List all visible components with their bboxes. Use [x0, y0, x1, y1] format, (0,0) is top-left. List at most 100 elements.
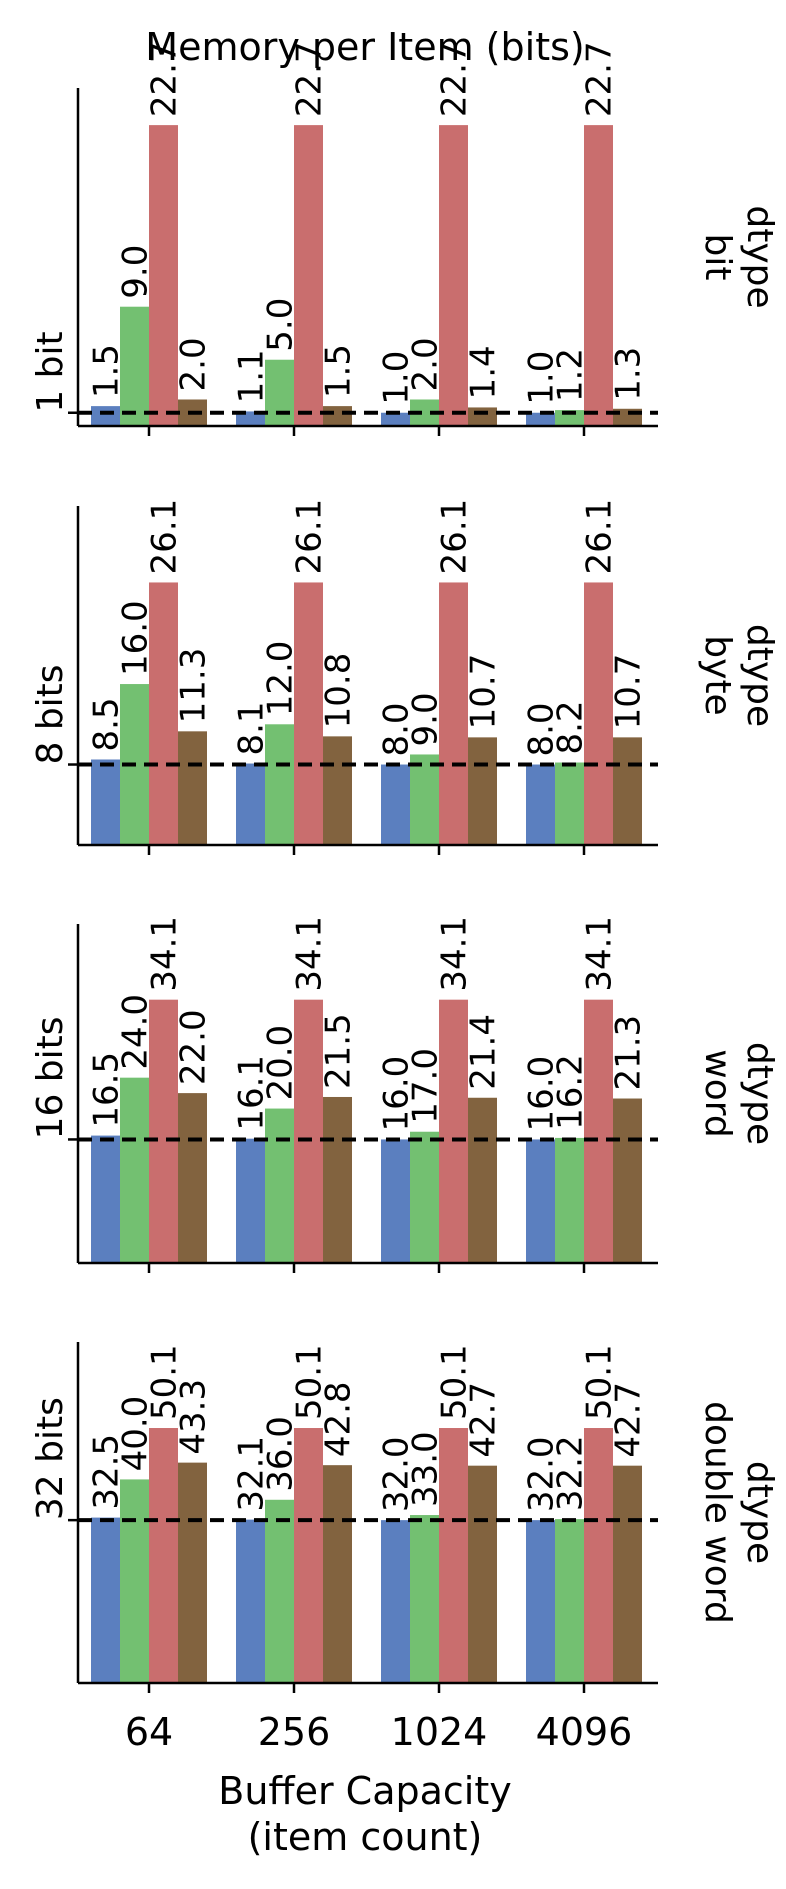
- bar-panel1-series3-1024: [439, 125, 468, 427]
- data-label-panel2-series4-64: 11.3: [174, 648, 214, 724]
- data-label-panel2-series4-4096: 10.7: [609, 654, 649, 730]
- bar-panel3-series2-4096: [555, 1137, 584, 1263]
- bar-panel3-series3-4096: [584, 999, 613, 1263]
- data-label-panel3-series2-256: 20.0: [261, 1025, 301, 1101]
- data-label-panel3-series1-4096: 16.0: [522, 1056, 562, 1132]
- bar-panel3-series2-1024: [410, 1131, 439, 1263]
- data-label-panel2-series2-256: 12.0: [261, 641, 301, 717]
- data-label-panel2-series3-4096: 26.1: [580, 499, 620, 575]
- bar-panel4-series1-4096: [526, 1520, 555, 1683]
- data-label-panel3-series3-256: 34.1: [290, 916, 330, 992]
- data-label-panel1-series1-256: 1.1: [232, 349, 272, 403]
- y-axis-label-panel-4: 32 bits: [30, 1397, 71, 1520]
- data-label-panel3-series4-256: 21.5: [319, 1013, 359, 1089]
- bar-panel4-series2-256: [265, 1499, 294, 1683]
- facet-label-panel1-line1: dtype: [739, 205, 780, 308]
- data-label-panel1-series4-4096: 1.3: [609, 347, 649, 401]
- panel-4: 32.5 32.1 32.0 32.0 40.0 36.0 33.0 32.2 50.1 50.1…: [30, 1342, 780, 1693]
- data-label-panel4-series2-1024: 33.0: [406, 1431, 446, 1507]
- bar-panel2-series4-256: [323, 736, 352, 845]
- bar-panel3-series1-1024: [381, 1139, 410, 1263]
- bar-panel2-series4-64: [178, 731, 207, 845]
- bar-panel4-series3-1024: [439, 1428, 468, 1683]
- chart-title: Memory per Item (bits): [145, 25, 584, 69]
- data-label-panel2-series2-4096: 8.2: [551, 700, 591, 754]
- data-label-panel4-series3-256: 50.1: [290, 1344, 330, 1420]
- bar-panel4-series4-4096: [613, 1465, 642, 1683]
- facet-label-panel2-line1: dtype: [739, 624, 780, 727]
- bar-panel1-series1-1024: [381, 412, 410, 426]
- data-label-panel1-series2-1024: 2.0: [406, 337, 446, 391]
- bar-panel2-series4-4096: [613, 737, 642, 845]
- bar-panel2-series3-1024: [439, 582, 468, 845]
- x-tick-label-1024: 1024: [391, 1710, 488, 1754]
- bar-panel1-series2-64: [120, 306, 149, 426]
- data-label-panel4-series4-1024: 42.7: [464, 1382, 504, 1458]
- data-label-panel4-series2-64: 40.0: [116, 1396, 156, 1472]
- bar-panel3-series4-64: [178, 1093, 207, 1263]
- bar-panel2-series2-256: [265, 724, 294, 845]
- data-label-panel3-series4-1024: 21.4: [464, 1014, 504, 1090]
- data-label-panel3-series3-1024: 34.1: [435, 916, 475, 992]
- data-label-panel2-series2-1024: 9.0: [406, 692, 446, 746]
- bar-panel2-series1-64: [91, 759, 120, 845]
- data-label-panel1-series1-1024: 1.0: [377, 351, 417, 405]
- bar-panel4-series4-256: [323, 1465, 352, 1683]
- facet-label-panel2-line2: byte: [697, 635, 738, 715]
- data-label-panel4-series3-1024: 50.1: [435, 1344, 475, 1420]
- data-label-panel4-series1-4096: 32.0: [522, 1436, 562, 1512]
- x-tick-label-256: 256: [258, 1710, 331, 1754]
- data-label-panel3-series2-1024: 17.0: [406, 1048, 446, 1124]
- bar-panel2-series3-256: [294, 582, 323, 845]
- bar-panel4-series2-4096: [555, 1519, 584, 1683]
- bar-panel4-series1-1024: [381, 1520, 410, 1683]
- bar-panel2-series3-64: [149, 582, 178, 845]
- bar-panel4-series1-64: [91, 1517, 120, 1683]
- bar-panel2-series1-4096: [526, 764, 555, 845]
- data-label-panel2-series1-64: 8.5: [87, 697, 127, 751]
- bar-panel4-series4-1024: [468, 1465, 497, 1683]
- bar-panel4-series4-64: [178, 1462, 207, 1683]
- bar-panel3-series3-64: [149, 999, 178, 1263]
- data-label-panel2-series1-1024: 8.0: [377, 702, 417, 756]
- data-label-panel2-series1-256: 8.1: [232, 701, 272, 755]
- y-axis-label-panel-3: 16 bits: [30, 1016, 71, 1139]
- data-label-panel4-series2-4096: 32.2: [551, 1435, 591, 1511]
- data-label-panel2-series4-1024: 10.7: [464, 654, 504, 730]
- data-label-panel1-series3-4096: 22.7: [580, 41, 620, 117]
- data-label-panel1-series3-256: 22.7: [290, 41, 330, 117]
- bar-panel3-series4-256: [323, 1096, 352, 1263]
- bar-panel2-series2-4096: [555, 762, 584, 845]
- data-label-panel1-series3-1024: 22.7: [435, 41, 475, 117]
- bar-panel1-series3-256: [294, 125, 323, 427]
- bar-panel3-series2-64: [120, 1077, 149, 1263]
- bar-panel3-series1-256: [236, 1138, 265, 1263]
- data-label-panel3-series2-4096: 16.2: [551, 1054, 591, 1130]
- x-axis-label-line-1: Buffer Capacity: [218, 1769, 511, 1813]
- data-label-panel1-series3-64: 22.7: [145, 41, 185, 117]
- data-label-panel3-series3-64: 34.1: [145, 916, 185, 992]
- data-label-panel3-series1-64: 16.5: [87, 1052, 127, 1128]
- facet-label-panel4-line1: dtype: [739, 1461, 780, 1564]
- data-label-panel4-series4-64: 43.3: [174, 1379, 214, 1455]
- y-axis-label-panel-1: 1 bit: [30, 331, 71, 412]
- bar-panel2-series4-1024: [468, 737, 497, 845]
- data-label-panel3-series4-64: 22.0: [174, 1009, 214, 1085]
- bar-panel3-series3-256: [294, 999, 323, 1263]
- data-label-panel1-series4-256: 1.5: [319, 344, 359, 398]
- bar-panel4-series3-256: [294, 1428, 323, 1683]
- facet-label-panel1-line2: bit: [697, 234, 738, 281]
- bar-panel3-series2-256: [265, 1108, 294, 1263]
- data-label-panel4-series4-256: 42.8: [319, 1381, 359, 1457]
- y-axis-label-panel-2: 8 bits: [30, 664, 71, 764]
- data-label-panel2-series2-64: 16.0: [116, 600, 156, 676]
- panel-1: 1.5 1.1 1.0 1.0 9.0 5.0 2.0 1.2 22.7 22.7 22.7 22.7…: [30, 41, 780, 436]
- bar-panel1-series1-256: [236, 411, 265, 426]
- bar-panel2-series1-256: [236, 763, 265, 845]
- data-label-panel3-series4-4096: 21.3: [609, 1015, 649, 1091]
- data-label-panel4-series3-64: 50.1: [145, 1344, 185, 1420]
- data-label-panel4-series4-4096: 42.7: [609, 1382, 649, 1458]
- data-label-panel1-series4-1024: 1.4: [464, 345, 504, 399]
- data-label-panel1-series1-4096: 1.0: [522, 351, 562, 405]
